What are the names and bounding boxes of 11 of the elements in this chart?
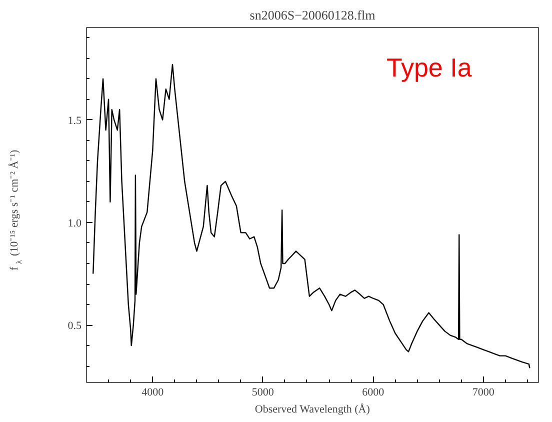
y-tick-label: 1.5 — [68, 114, 82, 127]
x-tick-label: 5000 — [252, 386, 274, 398]
x-tick-label: 4000 — [142, 386, 164, 398]
x-tick-label: 7000 — [472, 386, 495, 398]
y-tick-label: 1.0 — [68, 217, 82, 230]
chart-title: sn2006S−20060128.flm — [250, 8, 376, 22]
y-tick-label: 0.5 — [68, 320, 82, 332]
x-tick-label: 6000 — [362, 386, 385, 398]
annotation: Type Ia — [386, 52, 472, 82]
x-axis-title: Observed Wavelength (Å) — [254, 402, 370, 416]
y-axis-title: fλ (10⁻¹⁵ ergs s⁻¹ cm⁻² Å⁻¹) — [8, 150, 24, 270]
